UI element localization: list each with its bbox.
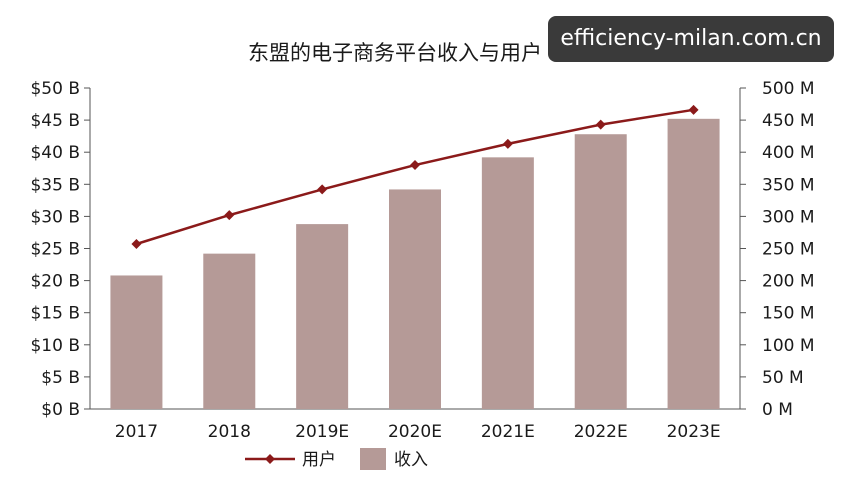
- users-point: [224, 210, 235, 221]
- users-point: [131, 239, 142, 250]
- y-left-tick-label: $10 B: [30, 336, 80, 356]
- legend-users-label: 用户: [302, 450, 336, 470]
- legend-revenue-label: 收入: [394, 450, 428, 470]
- y-left-tick-label: $35 B: [30, 175, 80, 195]
- legend-revenue-swatch: [360, 448, 386, 470]
- x-tick-label: 2022E: [574, 422, 628, 442]
- users-point: [502, 138, 513, 149]
- y-left-tick-label: $15 B: [30, 304, 80, 324]
- x-tick-label: 2017: [115, 422, 158, 442]
- y-right-tick-label: 350 M: [762, 175, 815, 195]
- chart-title: 东盟的电子商务平台收入与用户: [248, 41, 542, 65]
- users-point: [317, 184, 328, 195]
- y-left-tick-label: $30 B: [30, 207, 80, 227]
- y-left-tick-label: $5 B: [41, 368, 80, 388]
- revenue-bar: [574, 134, 627, 409]
- y-right-tick-label: 300 M: [762, 207, 815, 227]
- x-tick-label: 2023E: [667, 422, 721, 442]
- y-right-tick-label: 50 M: [762, 368, 804, 388]
- revenue-bar: [667, 118, 720, 409]
- users-point: [595, 119, 606, 130]
- y-left-tick-label: $40 B: [30, 143, 80, 163]
- legend-users-marker: [265, 454, 275, 464]
- y-left-tick-label: $0 B: [41, 400, 80, 420]
- x-tick-label: 2021E: [481, 422, 535, 442]
- y-left-tick-label: $20 B: [30, 272, 80, 292]
- y-right-tick-label: 150 M: [762, 304, 815, 324]
- users-point: [410, 160, 420, 171]
- y-right-tick-label: 100 M: [762, 336, 815, 356]
- y-right-tick-label: 400 M: [762, 143, 815, 163]
- watermark: efficiency-milan.com.cn: [548, 16, 834, 62]
- x-tick-label: 2020E: [388, 422, 442, 442]
- revenue-bar: [481, 157, 534, 409]
- y-left-tick-label: $50 B: [30, 79, 80, 99]
- y-right-tick-label: 0 M: [762, 400, 793, 420]
- x-tick-label: 2018: [208, 422, 251, 442]
- y-right-tick-label: 200 M: [762, 272, 815, 292]
- y-left-tick-label: $25 B: [30, 240, 80, 260]
- revenue-bar: [296, 224, 349, 409]
- x-tick-label: 2019E: [295, 422, 349, 442]
- revenue-bar: [203, 253, 256, 409]
- y-right-tick-label: 250 M: [762, 240, 815, 260]
- revenue-bar: [110, 275, 163, 409]
- revenue-bar: [389, 189, 441, 409]
- users-point: [688, 104, 699, 115]
- y-right-tick-label: 500 M: [762, 79, 815, 99]
- watermark-text: efficiency-milan.com.cn: [560, 26, 822, 51]
- y-left-tick-label: $45 B: [30, 111, 80, 131]
- y-right-tick-label: 450 M: [762, 111, 815, 131]
